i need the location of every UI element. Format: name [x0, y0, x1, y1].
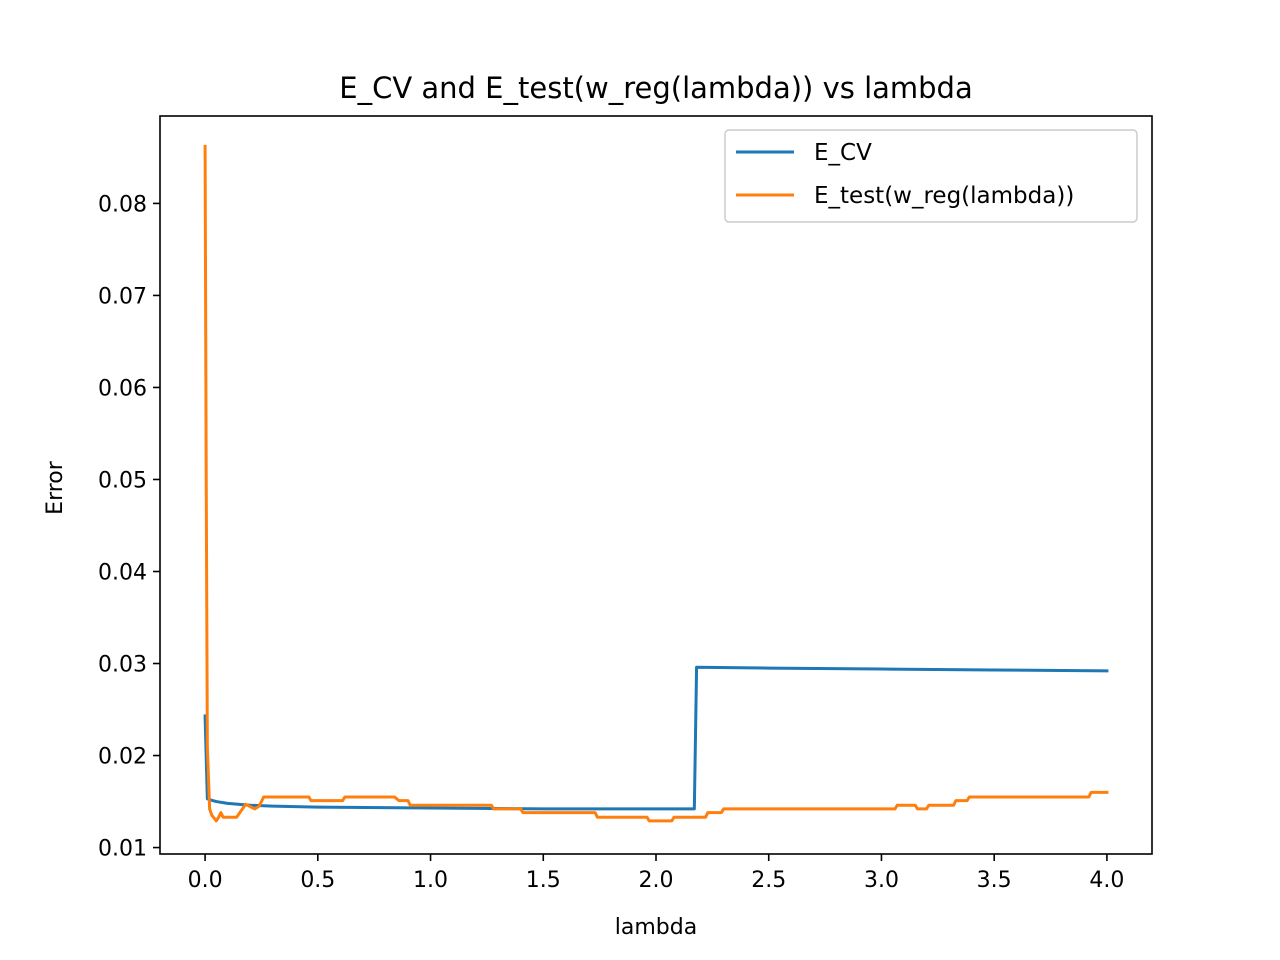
- y-tick-label: 0.05: [98, 468, 147, 493]
- y-tick-label: 0.02: [98, 745, 147, 770]
- x-tick-label: 0.0: [188, 868, 223, 893]
- y-tick-label: 0.08: [98, 192, 147, 217]
- y-tick-label: 0.07: [98, 284, 147, 309]
- legend-label-e-test: E_test(w_reg(lambda)): [814, 183, 1074, 209]
- y-tick-label: 0.04: [98, 560, 147, 585]
- x-axis: 0.0 0.5 1.0 1.5 2.0 2.5 3.0 3.5 4.0: [188, 854, 1124, 893]
- legend-box: [724, 129, 1138, 223]
- y-tick-label: 0.01: [98, 837, 147, 862]
- x-tick-label: 1.5: [526, 868, 561, 893]
- x-tick-label: 0.5: [300, 868, 335, 893]
- y-axis: 0.01 0.02 0.03 0.04 0.05 0.06 0.07 0.08: [98, 192, 160, 862]
- legend: E_CV E_test(w_reg(lambda)): [724, 129, 1138, 223]
- y-tick-label: 0.03: [98, 653, 147, 678]
- series-line-e-cv: [203, 665, 1109, 811]
- chart-title: E_CV and E_test(w_reg(lambda)) vs lambda: [339, 71, 972, 105]
- x-tick-label: 2.5: [751, 868, 786, 893]
- y-tick-label: 0.06: [98, 376, 147, 401]
- y-axis-label: Error: [43, 460, 68, 515]
- x-tick-label: 1.0: [413, 868, 448, 893]
- x-tick-label: 2.0: [639, 868, 674, 893]
- legend-label-e-cv: E_CV: [814, 140, 872, 166]
- plot-area: [203, 144, 1109, 823]
- series-line-e-test: [203, 144, 1109, 823]
- x-tick-label: 4.0: [1089, 868, 1124, 893]
- x-tick-label: 3.0: [864, 868, 899, 893]
- x-axis-label: lambda: [615, 915, 697, 940]
- x-tick-label: 3.5: [977, 868, 1012, 893]
